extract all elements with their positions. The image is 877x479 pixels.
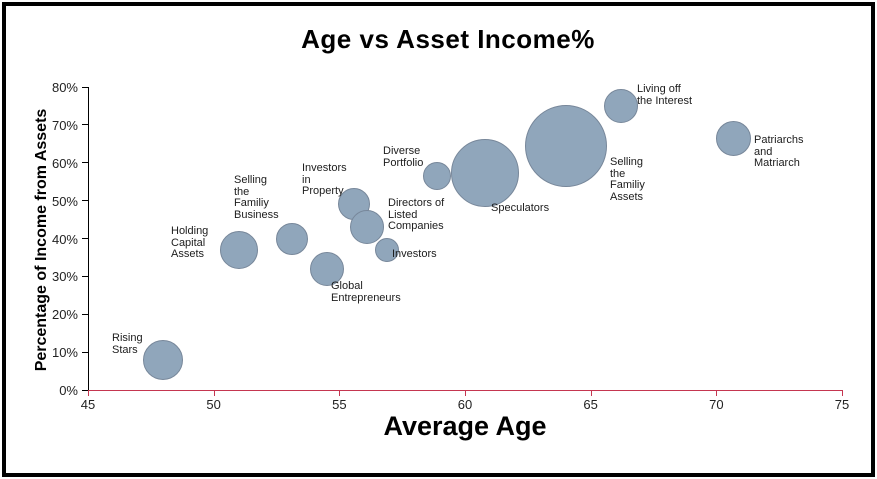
x-axis-tick (465, 390, 466, 396)
bubble (143, 339, 184, 380)
x-tick-label: 75 (834, 397, 850, 412)
x-tick-label: 45 (80, 397, 96, 412)
bubble (349, 210, 384, 245)
bubble-label: Holding Capital Assets (171, 225, 209, 261)
y-axis-tick (82, 86, 88, 88)
bubble (375, 237, 400, 262)
y-tick-label: 40% (51, 231, 78, 247)
bubble (423, 162, 452, 190)
y-axis-tick (82, 162, 88, 164)
bubble-label: Investors in Property (302, 162, 347, 198)
y-axis-tick (82, 275, 88, 277)
x-tick-label: 65 (583, 397, 598, 412)
bubble-label: Global Entrepreneurs (331, 280, 401, 304)
y-tick-label: 70% (51, 117, 78, 133)
bubble-label: Selling the Familiy Assets (610, 156, 645, 204)
bubble-label: Speculators (491, 202, 550, 214)
y-axis-tick (82, 351, 88, 353)
bubble-label: Rising Stars (112, 332, 143, 356)
bubble (309, 251, 344, 286)
y-tick-label: 30% (51, 269, 78, 285)
x-axis-tick (88, 390, 89, 396)
x-axis-tick (213, 390, 215, 396)
x-tick-label: 60 (457, 397, 473, 412)
x-tick-label: 70 (709, 397, 724, 412)
chart-title: Age vs Asset Income% (301, 24, 595, 54)
bubble-label: Patriarchs and Matriarch (754, 134, 804, 170)
y-axis-line (88, 87, 89, 396)
x-axis-tick (716, 390, 718, 396)
bubble (275, 222, 308, 255)
y-axis-tick (82, 200, 88, 202)
y-tick-label: 80% (51, 80, 78, 95)
bubble-label: Investors (392, 248, 437, 260)
bubble-label: Selling the Familiy Business (234, 174, 279, 222)
x-tick-label: 50 (206, 397, 221, 412)
bubble (451, 138, 520, 207)
bubble-label: Diverse Portfolio (383, 145, 424, 169)
y-tick-label: 0% (59, 383, 78, 398)
y-tick-label: 10% (51, 345, 78, 361)
bubble (716, 121, 752, 157)
x-axis-title: Average Age (383, 411, 547, 441)
x-axis-tick (842, 390, 843, 396)
bubble (524, 105, 607, 188)
y-axis-tick (82, 389, 88, 391)
y-axis-tick (82, 313, 88, 315)
x-tick-label: 55 (332, 397, 347, 412)
bubble (603, 88, 638, 123)
bubble-label: Directors of Listed Companies (388, 197, 445, 233)
y-axis-tick (82, 238, 88, 239)
x-axis-tick (590, 390, 592, 396)
bubble-label: Living off the Interest (637, 83, 693, 107)
y-tick-label: 50% (51, 193, 78, 209)
y-tick-label: 60% (51, 155, 78, 171)
x-axis-tick (339, 390, 341, 396)
y-tick-label: 20% (51, 307, 78, 323)
bubble (219, 230, 258, 269)
y-axis-tick (82, 124, 88, 126)
